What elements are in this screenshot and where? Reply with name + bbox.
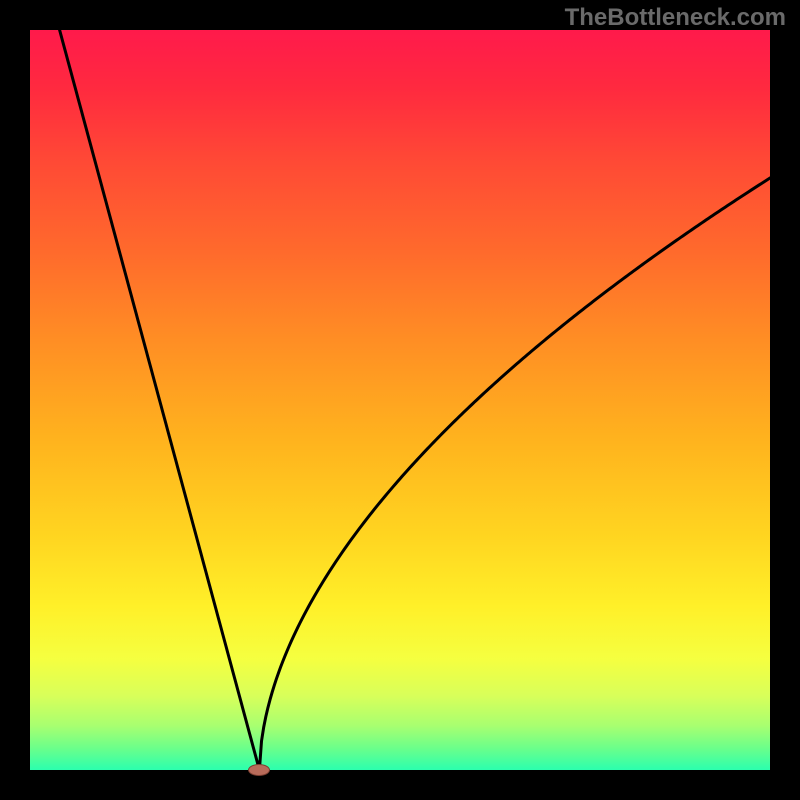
minimum-marker [248, 764, 270, 776]
watermark-text: TheBottleneck.com [565, 4, 786, 32]
bottleneck-curve [60, 30, 770, 770]
curve-layer [30, 30, 770, 770]
plot-area [30, 30, 770, 770]
chart-container: TheBottleneck.com [0, 0, 800, 800]
